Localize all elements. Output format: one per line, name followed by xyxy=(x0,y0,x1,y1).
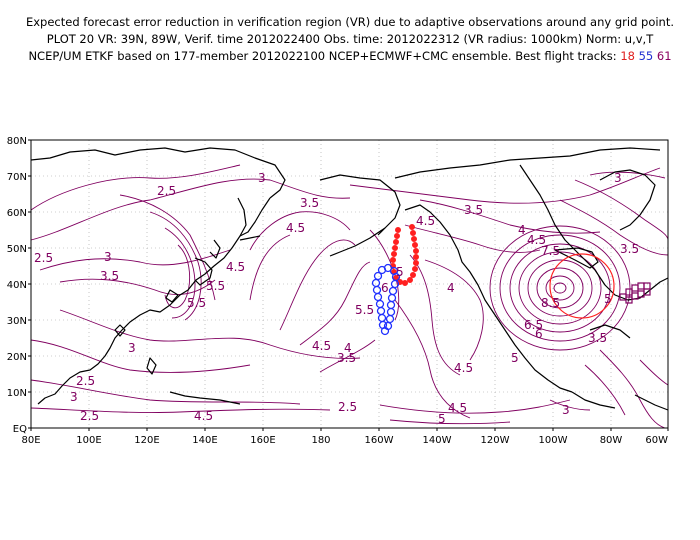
contour-label: 4 xyxy=(447,281,455,295)
contour-label: 3 xyxy=(128,341,136,355)
contour-label: 5.5 xyxy=(206,279,225,293)
contour-label: 5 xyxy=(396,265,404,279)
contour-label: 4.5 xyxy=(416,214,435,228)
contour-label: 3 xyxy=(70,390,78,404)
contour-label: 4.5 xyxy=(194,409,213,423)
contour-label: 5.5 xyxy=(355,303,374,317)
contour-labels: 2.5 3 3.5 4.5 2.5 3 3.5 4.5 5.5 5.5 3 2.… xyxy=(34,171,639,426)
y-tick-label: 70N xyxy=(7,172,27,183)
contour-label: 3 xyxy=(104,250,112,264)
contour-label: 3.5 xyxy=(337,351,356,365)
x-tick-label: 60W xyxy=(645,435,668,446)
y-tick-label: 60N xyxy=(7,208,27,219)
contour-label: 6.5 xyxy=(524,318,543,332)
header-line-1: Expected forecast error reduction in ver… xyxy=(25,15,675,29)
x-tick-label: 180 xyxy=(311,435,330,446)
contour-lines xyxy=(30,164,669,429)
y-tick-label: EQ xyxy=(13,424,27,435)
x-tick-label: 80E xyxy=(21,435,40,446)
contour-label: 4.5 xyxy=(312,339,331,353)
contour-label: 2.5 xyxy=(34,251,53,265)
contour-label: 3.5 xyxy=(620,242,639,256)
contour-label: 2.5 xyxy=(80,409,99,423)
tick-marks xyxy=(28,139,669,431)
y-tick-label: 10N xyxy=(7,388,27,399)
contour-label: 4.5 xyxy=(527,233,546,247)
x-axis-labels: 80E 100E 120E 140E 160E 180 160W 140W 12… xyxy=(21,435,668,446)
y-tick-label: 40N xyxy=(7,280,27,291)
contour-label: 4.5 xyxy=(226,260,245,274)
contour-label: 3.5 xyxy=(300,196,319,210)
plot-header: Expected forecast error reduction in ver… xyxy=(0,14,700,65)
gridlines xyxy=(31,140,668,428)
x-tick-label: 80W xyxy=(600,435,623,446)
contour-label: 4.5 xyxy=(454,361,473,375)
track-61-label: 61 xyxy=(656,49,672,63)
y-tick-label: 30N xyxy=(7,316,27,327)
contour-label: 5 xyxy=(438,412,446,426)
contour-label: 4.5 xyxy=(448,401,467,415)
y-tick-label: 80N xyxy=(7,136,27,147)
contour-label: 3 xyxy=(258,171,266,185)
flight-track-55 xyxy=(371,263,401,336)
contour-label: 5 xyxy=(511,351,519,365)
contour-label: 3.5 xyxy=(100,269,119,283)
contour-label: 6 xyxy=(381,281,389,295)
x-tick-label: 140E xyxy=(192,435,217,446)
contour-label: 3 xyxy=(614,171,622,185)
contour-label: 5 xyxy=(604,292,612,306)
contour-label: 3.5 xyxy=(464,203,483,217)
y-tick-label: 50N xyxy=(7,244,27,255)
contour-label: 7.5 xyxy=(541,244,560,258)
track-55-label: 55 xyxy=(638,49,654,63)
x-tick-label: 100W xyxy=(539,435,568,446)
y-tick-label: 20N xyxy=(7,352,27,363)
track-18-label: 18 xyxy=(620,49,635,63)
x-tick-label: 160W xyxy=(365,435,394,446)
x-tick-label: 120E xyxy=(134,435,159,446)
contour-label: 3.5 xyxy=(588,331,607,345)
map-frame xyxy=(30,139,669,429)
flight-track-18 xyxy=(390,224,419,286)
contour-label: 2.5 xyxy=(157,184,176,198)
header-line-3: NCEP/UM ETKF based on 177-member 2012022… xyxy=(0,48,700,65)
y-axis-labels: 80N 70N 60N 50N 40N 30N 20N 10N EQ xyxy=(7,136,27,435)
contour-label: 2.5 xyxy=(338,400,357,414)
contour-label: 8.5 xyxy=(541,296,560,310)
contour-label: 6 xyxy=(535,327,543,341)
x-tick-label: 120W xyxy=(481,435,510,446)
contour-label: 5.5 xyxy=(187,296,206,310)
header-line-3-text: NCEP/UM ETKF based on 177-member 2012022… xyxy=(28,49,617,63)
contour-label: 2.5 xyxy=(76,374,95,388)
flight-track-61 xyxy=(619,282,651,304)
header-line-2: PLOT 20 VR: 39N, 89W, Verif. time 201202… xyxy=(46,32,654,46)
x-tick-label: 140W xyxy=(423,435,452,446)
contour-label: 4 xyxy=(518,223,526,237)
contour-label: 4.5 xyxy=(286,221,305,235)
coastlines xyxy=(30,147,669,411)
x-tick-label: 100E xyxy=(76,435,101,446)
x-tick-label: 160E xyxy=(250,435,275,446)
verification-region-circle xyxy=(549,253,615,319)
contour-label: 4 xyxy=(344,341,352,355)
contour-label: 3 xyxy=(562,403,570,417)
